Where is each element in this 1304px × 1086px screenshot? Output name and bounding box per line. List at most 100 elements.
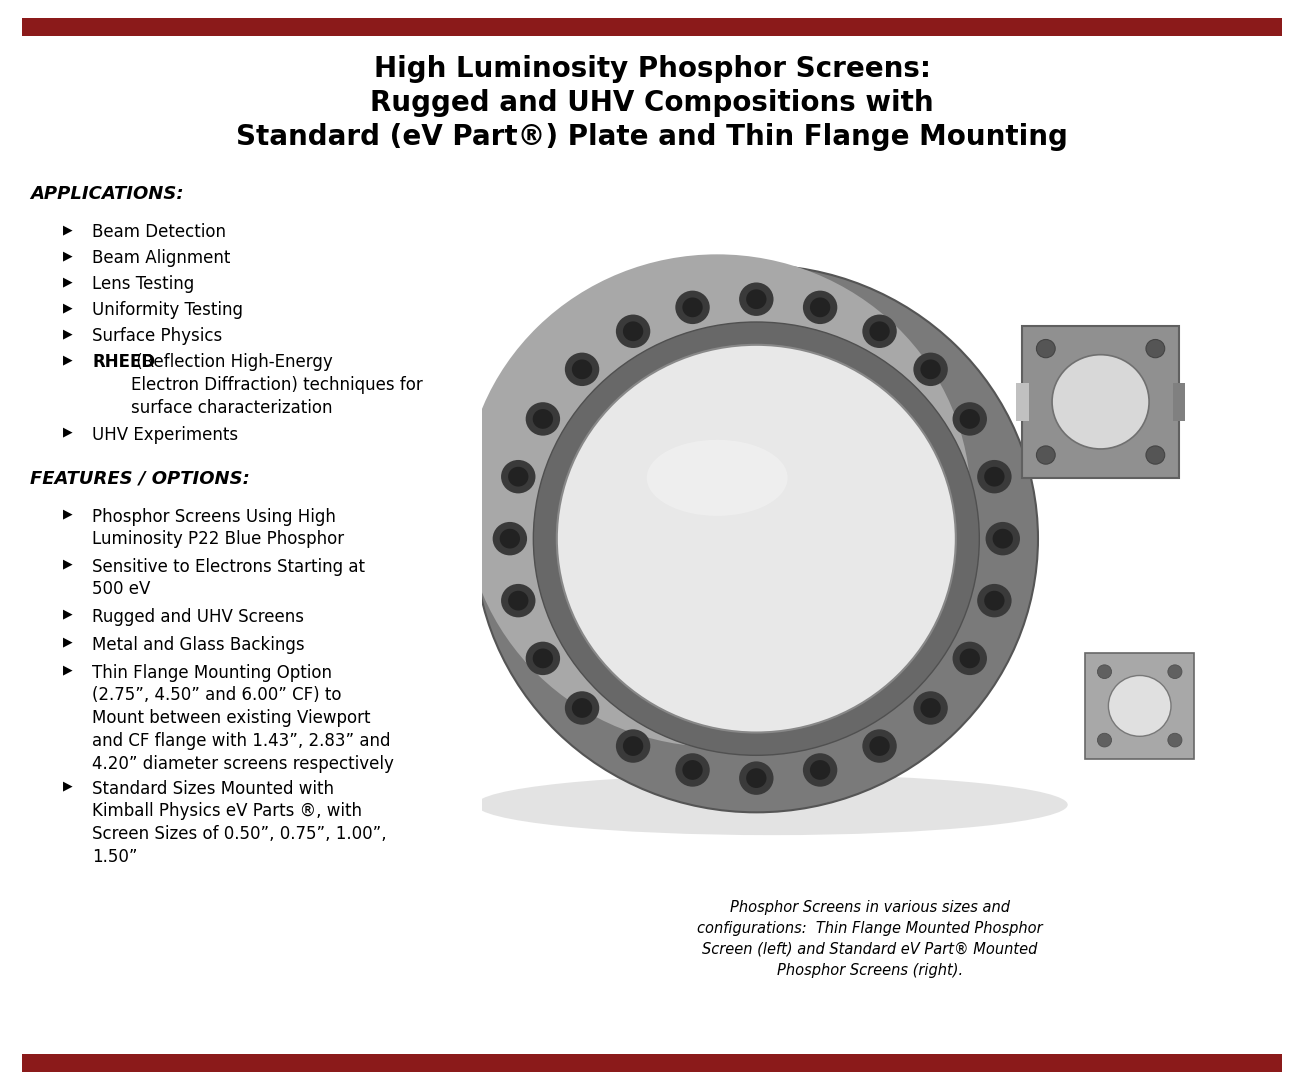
- Circle shape: [1168, 665, 1181, 679]
- Circle shape: [501, 460, 536, 493]
- Text: ▶: ▶: [63, 635, 73, 648]
- Text: ▶: ▶: [63, 249, 73, 262]
- Bar: [22, 1055, 1282, 1072]
- Circle shape: [557, 344, 956, 732]
- Text: ▶: ▶: [63, 780, 73, 793]
- Circle shape: [533, 321, 979, 756]
- Bar: [1172, 382, 1185, 420]
- Text: Phosphor Screens in various sizes and
configurations:  Thin Flange Mounted Phosp: Phosphor Screens in various sizes and co…: [698, 900, 1043, 978]
- Circle shape: [1098, 665, 1111, 679]
- Circle shape: [862, 315, 897, 348]
- Circle shape: [960, 648, 979, 668]
- Circle shape: [572, 698, 592, 718]
- Circle shape: [977, 460, 1012, 493]
- Text: ▶: ▶: [63, 223, 73, 236]
- Text: ▶: ▶: [63, 301, 73, 314]
- Text: UHV Experiments: UHV Experiments: [93, 426, 239, 443]
- Circle shape: [746, 289, 767, 310]
- Text: Surface Physics: Surface Physics: [93, 327, 222, 345]
- Text: Phosphor Screens Using High
Luminosity P22 Blue Phosphor: Phosphor Screens Using High Luminosity P…: [93, 507, 344, 548]
- Circle shape: [565, 692, 600, 724]
- Circle shape: [464, 254, 970, 747]
- Circle shape: [992, 529, 1013, 548]
- Circle shape: [739, 282, 773, 316]
- Text: ▶: ▶: [63, 557, 73, 570]
- Circle shape: [803, 291, 837, 324]
- Text: Standard Sizes Mounted with
Kimball Physics eV Parts ®, with
Screen Sizes of 0.5: Standard Sizes Mounted with Kimball Phys…: [93, 780, 386, 867]
- Circle shape: [509, 591, 528, 610]
- Circle shape: [1052, 355, 1149, 449]
- Circle shape: [533, 648, 553, 668]
- Bar: [1016, 382, 1029, 420]
- Circle shape: [565, 353, 600, 386]
- Circle shape: [810, 298, 831, 317]
- Circle shape: [977, 584, 1012, 617]
- Text: RHEED: RHEED: [93, 353, 155, 371]
- Bar: [22, 18, 1282, 36]
- Ellipse shape: [647, 440, 788, 516]
- Circle shape: [682, 298, 703, 317]
- Circle shape: [985, 591, 1004, 610]
- Circle shape: [499, 529, 520, 548]
- Bar: [1085, 653, 1194, 759]
- Circle shape: [615, 730, 651, 762]
- Text: ▶: ▶: [63, 607, 73, 620]
- Circle shape: [501, 584, 536, 617]
- Circle shape: [493, 522, 527, 555]
- Text: Standard (eV Part®) Plate and Thin Flange Mounting: Standard (eV Part®) Plate and Thin Flang…: [236, 123, 1068, 151]
- Text: Thin Flange Mounting Option
(2.75”, 4.50” and 6.00” CF) to
Mount between existin: Thin Flange Mounting Option (2.75”, 4.50…: [93, 664, 394, 773]
- Circle shape: [746, 768, 767, 788]
- Circle shape: [1146, 340, 1164, 357]
- Circle shape: [862, 730, 897, 762]
- Circle shape: [509, 467, 528, 487]
- Text: Lens Testing: Lens Testing: [93, 275, 194, 293]
- Ellipse shape: [476, 774, 1068, 835]
- Circle shape: [921, 698, 940, 718]
- Circle shape: [803, 754, 837, 786]
- Circle shape: [526, 642, 561, 675]
- Text: ▶: ▶: [63, 426, 73, 439]
- Circle shape: [913, 692, 948, 724]
- Circle shape: [952, 402, 987, 435]
- Text: Sensitive to Electrons Starting at
500 eV: Sensitive to Electrons Starting at 500 e…: [93, 557, 365, 598]
- Circle shape: [533, 409, 553, 429]
- Circle shape: [623, 736, 643, 756]
- Circle shape: [1037, 446, 1055, 464]
- Text: Beam Alignment: Beam Alignment: [93, 249, 231, 267]
- Text: Metal and Glass Backings: Metal and Glass Backings: [93, 635, 305, 654]
- Circle shape: [739, 761, 773, 795]
- Circle shape: [985, 467, 1004, 487]
- Text: High Luminosity Phosphor Screens:: High Luminosity Phosphor Screens:: [373, 55, 931, 83]
- Circle shape: [526, 402, 561, 435]
- Circle shape: [572, 359, 592, 379]
- Text: APPLICATIONS:: APPLICATIONS:: [30, 185, 184, 203]
- Circle shape: [870, 736, 889, 756]
- Text: ▶: ▶: [63, 507, 73, 520]
- Circle shape: [615, 315, 651, 348]
- Text: Rugged and UHV Screens: Rugged and UHV Screens: [93, 607, 304, 626]
- Circle shape: [675, 754, 709, 786]
- Circle shape: [675, 291, 709, 324]
- Text: ▶: ▶: [63, 275, 73, 288]
- Circle shape: [913, 353, 948, 386]
- Circle shape: [1146, 446, 1164, 464]
- Text: Rugged and UHV Compositions with: Rugged and UHV Compositions with: [370, 89, 934, 117]
- Circle shape: [1108, 675, 1171, 736]
- Text: Beam Detection: Beam Detection: [93, 223, 226, 241]
- Circle shape: [921, 359, 940, 379]
- Circle shape: [1098, 733, 1111, 747]
- Bar: [1022, 326, 1179, 478]
- Circle shape: [682, 760, 703, 780]
- Circle shape: [1168, 733, 1181, 747]
- Text: ▶: ▶: [63, 327, 73, 340]
- Circle shape: [870, 321, 889, 341]
- Text: ▶: ▶: [63, 664, 73, 677]
- Circle shape: [475, 265, 1038, 812]
- Text: ▶: ▶: [63, 353, 73, 366]
- Circle shape: [960, 409, 979, 429]
- Circle shape: [986, 522, 1020, 555]
- Circle shape: [952, 642, 987, 675]
- Text: Uniformity Testing: Uniformity Testing: [93, 301, 243, 319]
- Circle shape: [810, 760, 831, 780]
- Circle shape: [1037, 340, 1055, 357]
